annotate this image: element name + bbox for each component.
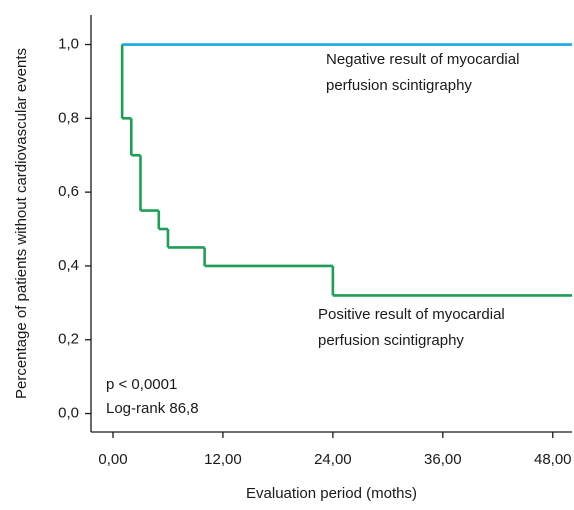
x-tick-label: 0,00 — [98, 451, 127, 468]
series-label: perfusion scintigraphy — [326, 77, 472, 94]
x-tick-label: 36,00 — [424, 451, 462, 468]
annotation: p < 0,0001 — [106, 376, 177, 393]
y-tick-label: 1,0 — [58, 35, 79, 52]
x-tick-label: 24,00 — [314, 451, 352, 468]
x-axis-label: Evaluation period (moths) — [246, 485, 417, 502]
x-tick-label: 48,00 — [534, 451, 572, 468]
y-tick-label: 0,6 — [58, 183, 79, 200]
series-label: Negative result of myocardial — [326, 51, 519, 68]
series-label: perfusion scintigraphy — [318, 332, 464, 349]
y-tick-label: 0,8 — [58, 109, 79, 126]
y-tick-label: 0,0 — [58, 405, 79, 422]
series-label: Positive result of myocardial — [318, 306, 505, 323]
annotation: Log-rank 86,8 — [106, 400, 199, 417]
y-tick-label: 0,4 — [58, 257, 79, 274]
y-tick-label: 0,2 — [58, 331, 79, 348]
y-axis-label: Percentage of patients without cardiovas… — [13, 48, 30, 399]
x-tick-label: 12,00 — [204, 451, 242, 468]
